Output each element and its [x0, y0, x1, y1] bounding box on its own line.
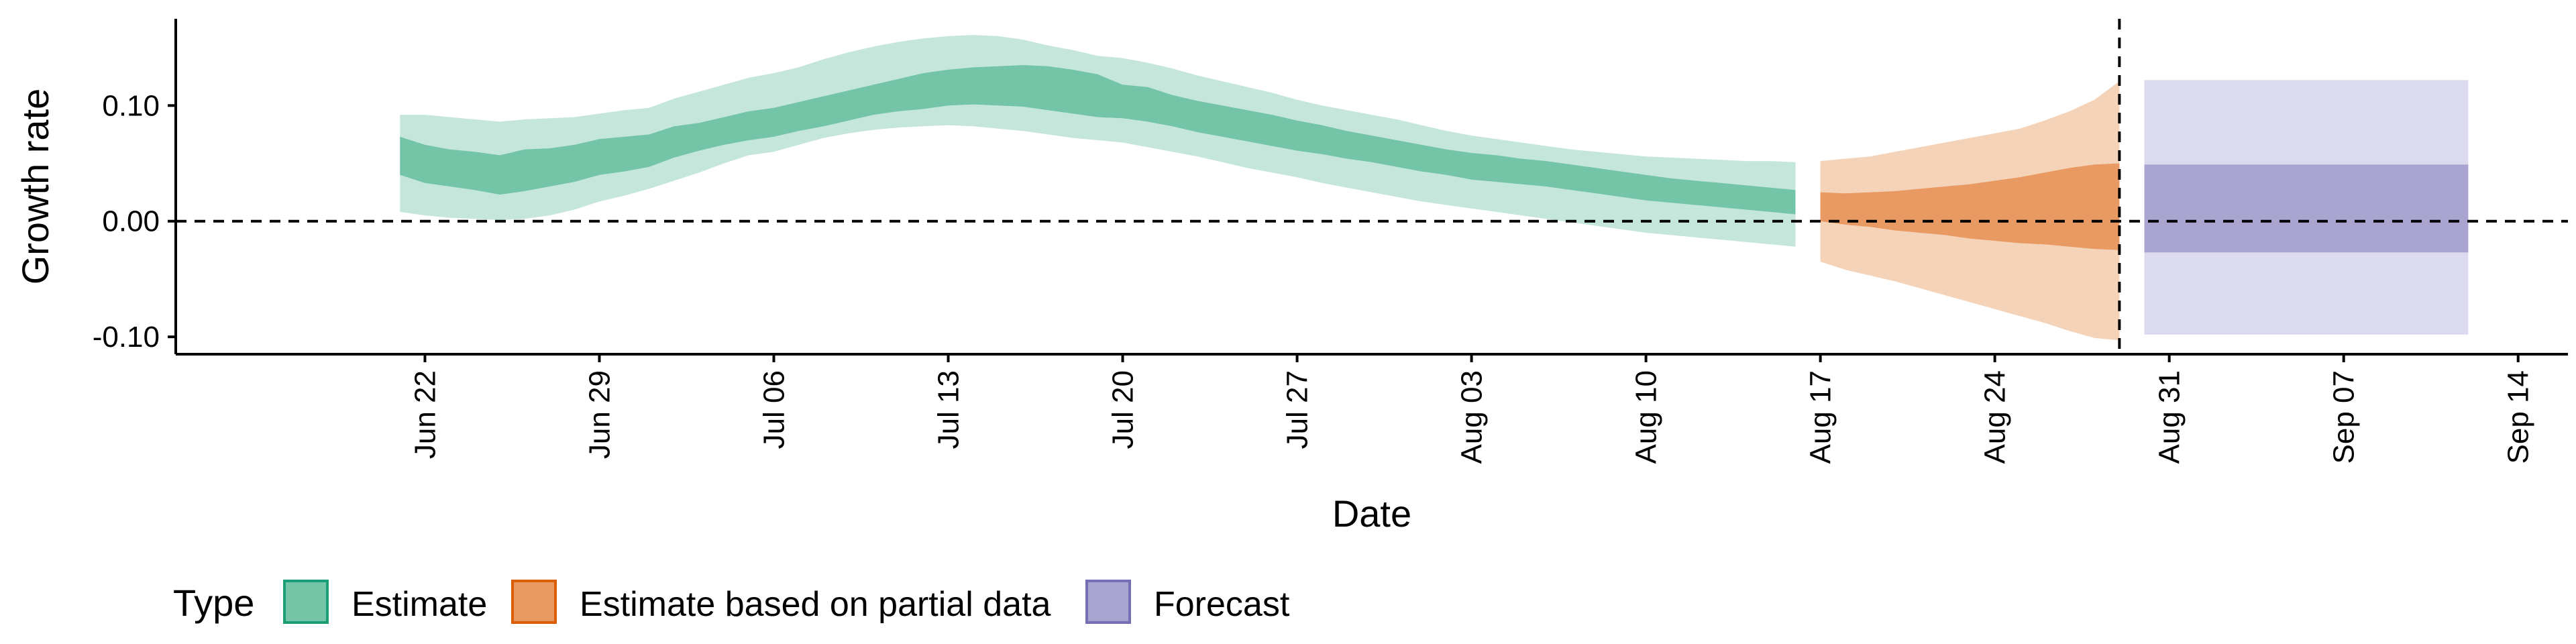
estimate-inner-band [400, 65, 1796, 215]
y-tick-label: 0.00 [102, 205, 160, 238]
legend-key-estimate [283, 580, 329, 624]
x-tick-label: Sep 07 [2328, 370, 2361, 464]
legend-title: Type [173, 582, 254, 624]
legend-label-estimate-based-on-partial-data: Estimate based on partial data [580, 585, 1051, 624]
x-tick-label: Aug 24 [1979, 370, 2012, 464]
x-tick-label: Jun 22 [409, 370, 441, 459]
y-axis-title: Growth rate [14, 89, 56, 285]
x-tick-label: Aug 17 [1805, 370, 1837, 464]
estimate-based-on-partial-data-inner-band [1820, 163, 2120, 250]
legend-key-forecast [1085, 580, 1131, 624]
x-tick-label: Sep 14 [2502, 370, 2535, 464]
x-tick-label: Jun 29 [583, 370, 616, 459]
x-tick-label: Jul 06 [758, 370, 791, 449]
legend-key-estimate-based-on-partial-data [511, 580, 557, 624]
x-tick-label: Jul 27 [1281, 370, 1314, 449]
x-tick-label: Aug 31 [2153, 370, 2186, 464]
legend-items: Estimate Estimate based on partial data Fo… [283, 580, 1290, 624]
x-tick-label: Aug 03 [1456, 370, 1489, 464]
axes-layer: 0.10 0.00 -0.10 Jun 22 Jun 29 Jul 06 Jul 13 Jul… [93, 19, 2568, 464]
y-tick-label: -0.10 [93, 321, 160, 354]
y-tick-label: 0.10 [102, 89, 160, 122]
legend-label-forecast: Forecast [1154, 585, 1290, 624]
estimate-outer-band [400, 35, 1796, 247]
x-tick-label: Jul 20 [1107, 370, 1140, 449]
x-tick-label: Jul 13 [932, 370, 965, 449]
legend-label-estimate: Estimate [352, 585, 487, 624]
x-tick-label: Aug 10 [1630, 370, 1663, 464]
x-axis-title: Date [1332, 492, 1411, 535]
forecast-inner-band [2144, 164, 2469, 253]
bands-layer [400, 35, 2469, 341]
legend: Type Estimate Estimate based on partial d… [173, 580, 1290, 624]
